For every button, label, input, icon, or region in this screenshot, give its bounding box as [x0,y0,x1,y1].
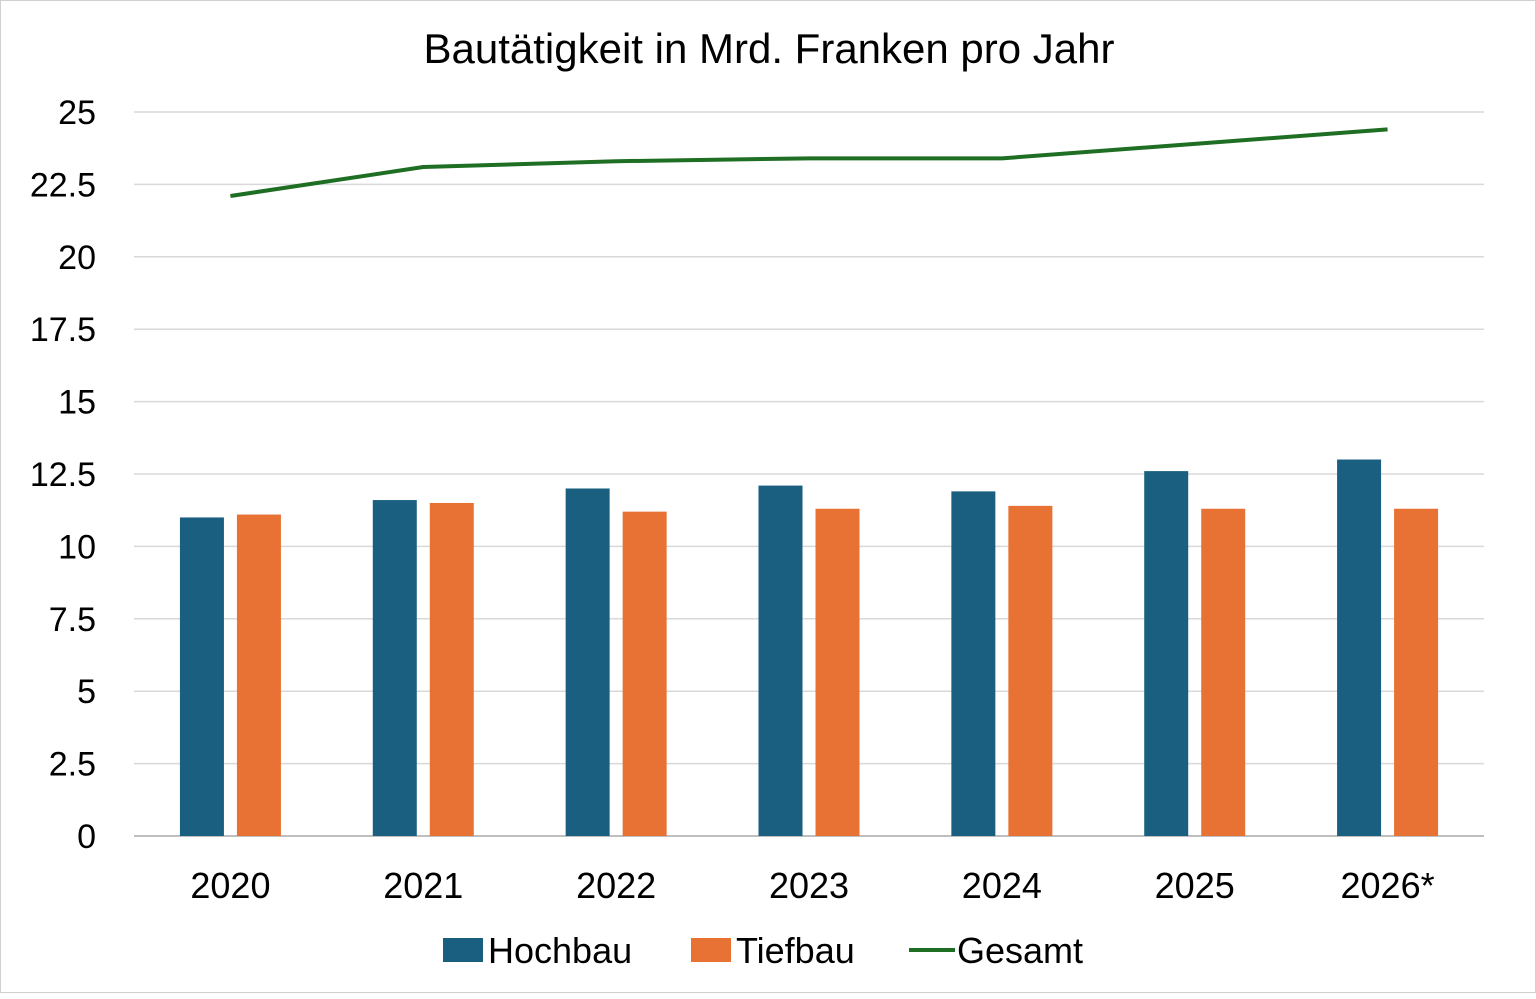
bar-hochbau [180,517,224,836]
y-tick-label: 10 [58,528,96,566]
legend-swatch [691,938,731,962]
bar-tiefbau [1201,509,1245,836]
legend-label: Gesamt [957,930,1083,971]
y-tick-label: 22.5 [30,166,96,204]
y-tick-label: 12.5 [30,456,96,494]
y-tick-label: 25 [58,94,96,132]
y-tick-label: 0 [77,818,96,856]
bar-hochbau [373,500,417,836]
bar-tiefbau [623,512,667,836]
x-tick-label: 2022 [576,865,656,906]
y-tick-label: 2.5 [49,746,96,784]
gridlines [134,112,1484,836]
bar-hochbau [759,486,803,836]
y-tick-label: 17.5 [30,311,96,349]
legend-item-gesamt: Gesamt [909,930,1083,971]
bars [180,460,1438,836]
legend-swatch [443,938,483,962]
legend-item-hochbau: Hochbau [443,930,632,971]
bar-tiefbau [816,509,860,836]
bar-hochbau [566,488,610,836]
legend-label: Tiefbau [736,930,855,971]
x-tick-label: 2024 [962,865,1042,906]
x-tick-label: 2020 [190,865,270,906]
legend-label: Hochbau [488,930,632,971]
legend-item-tiefbau: Tiefbau [691,930,855,971]
line-series [230,129,1387,196]
legend: Hochbau Tiefbau Gesamt [443,930,1083,971]
bar-tiefbau [1008,506,1052,836]
bar-hochbau [1144,471,1188,836]
y-tick-label: 15 [58,384,96,422]
bar-hochbau [1337,460,1381,836]
y-tick-label: 5 [77,673,96,711]
y-tick-label: 20 [58,239,96,277]
x-tick-label: 2026* [1341,865,1435,906]
y-tick-label: 7.5 [49,601,96,639]
bar-tiefbau [237,515,281,836]
bar-hochbau [951,491,995,836]
x-tick-label: 2023 [769,865,849,906]
x-tick-label: 2025 [1155,865,1235,906]
chart-title: Bautätigkeit in Mrd. Franken pro Jahr [424,25,1115,72]
bar-tiefbau [1394,509,1438,836]
x-tick-label: 2021 [383,865,463,906]
line-gesamt [230,129,1387,196]
y-axis-ticks: 0 2.5 5 7.5 10 12.5 15 17.5 20 22.5 25 [30,94,96,856]
bar-tiefbau [430,503,474,836]
x-axis-ticks: 2020 2021 2022 2023 2024 2025 2026* [190,865,1434,906]
